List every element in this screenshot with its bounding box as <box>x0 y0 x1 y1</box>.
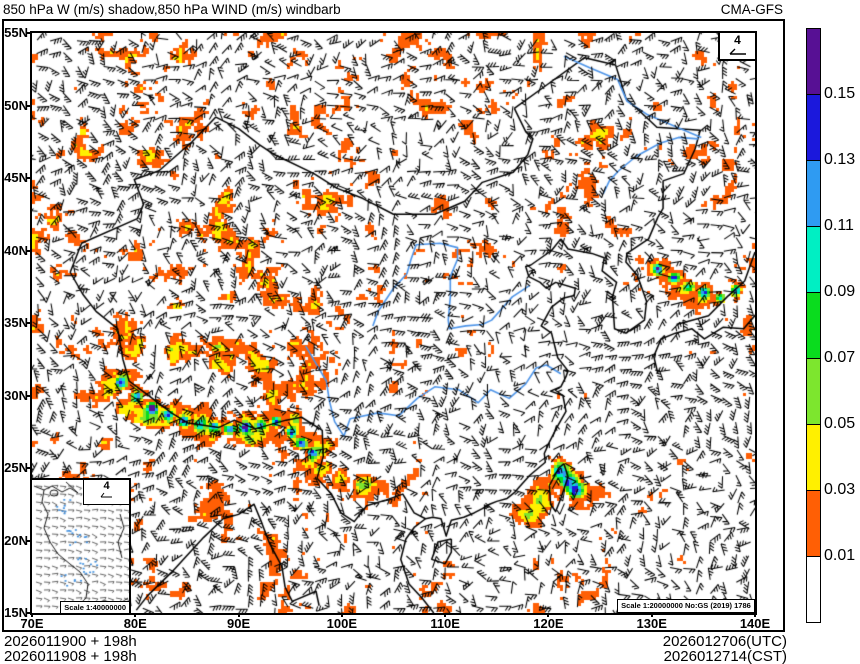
y-axis-label: 35N <box>4 315 28 330</box>
x-tick-mark <box>650 613 653 617</box>
windbarb-legend-value: 4 <box>734 33 741 47</box>
y-tick-mark <box>27 612 31 614</box>
valid-time-utc: 2026012706(UTC) <box>662 633 787 650</box>
colorbar-segment <box>806 292 821 359</box>
plot-outer-frame <box>2 19 785 632</box>
colorbar-tick-label: 0.13 <box>824 151 856 168</box>
y-tick-mark <box>27 394 31 397</box>
south-china-sea-inset: 4 Scale 1:40000000 <box>30 478 131 615</box>
y-tick-mark <box>27 104 31 107</box>
y-tick-mark <box>27 32 31 34</box>
inset-scale-label: Scale 1:40000000 <box>60 601 130 614</box>
colorbar-segment <box>806 556 821 623</box>
colorbar-segment <box>806 490 821 557</box>
x-tick-mark <box>754 613 756 617</box>
y-axis-label: 50N <box>4 97 28 113</box>
colorbar-segment <box>806 424 821 491</box>
y-tick-mark <box>27 249 31 252</box>
x-tick-mark <box>444 613 447 617</box>
y-axis-label: 30N <box>4 387 28 403</box>
colorbar-tick-label: 0.15 <box>824 85 856 102</box>
y-axis-label: 45N <box>4 170 28 185</box>
x-tick-mark <box>547 613 550 617</box>
x-axis-label: 70E <box>20 616 44 631</box>
windbarb-legend-box: 4 <box>718 33 755 61</box>
y-axis-label: 55N <box>4 25 28 40</box>
x-axis-label: 130E <box>636 616 667 631</box>
init-time-cst: 2026011908 + 198h <box>4 648 137 664</box>
inset-windbarb-reference-icon <box>100 492 112 498</box>
y-axis-label: 25N <box>4 460 28 475</box>
model-label: CMA-GFS <box>720 2 783 17</box>
colorbar-segment <box>806 94 821 161</box>
y-axis-label: 20N <box>4 532 28 548</box>
colorbar-tick-label: 0.03 <box>824 481 856 498</box>
y-tick-mark <box>27 322 31 324</box>
x-tick-mark <box>31 613 33 617</box>
x-axis-label: 100E <box>326 616 358 631</box>
init-time-utc: 2026011900 + 198h <box>4 633 137 650</box>
valid-time-cst: 2026012714(CST) <box>663 648 787 664</box>
colorbar-segment <box>806 160 821 227</box>
y-tick-mark <box>27 177 31 179</box>
colorbar-segment <box>806 226 821 293</box>
inset-windbarb-legend-value: 4 <box>103 480 110 492</box>
x-tick-mark <box>237 613 240 617</box>
colorbar-tick-label: 0.11 <box>824 217 854 234</box>
weather-map-canvas <box>32 33 755 613</box>
inset-windbarb-legend-box: 4 <box>83 480 129 505</box>
x-axis-label: 80E <box>123 616 147 631</box>
x-axis-label: 140E <box>739 616 771 631</box>
colorbar-tick-label: 0.07 <box>824 349 856 366</box>
y-axis-label: 15N <box>4 605 28 620</box>
x-axis-label: 90E <box>226 616 251 631</box>
colorbar-tick-label: 0.09 <box>824 283 856 300</box>
y-axis-label: 40N <box>4 242 28 258</box>
chart-title: 850 hPa W (m/s) shadow,850 hPa WIND (m/s… <box>3 2 341 17</box>
x-tick-mark <box>340 613 343 617</box>
map-scale-label: Scale 1:20000000 No:GS (2019) 1786 <box>617 599 755 613</box>
y-tick-mark <box>27 467 31 469</box>
x-axis-label: 120E <box>533 616 564 631</box>
map-area: 4 4 Scale 1:40000000 Scale 1:20000000 No… <box>30 31 757 615</box>
windbarb-reference-icon <box>729 48 746 55</box>
x-axis-label: 110E <box>430 616 460 631</box>
x-tick-mark <box>134 613 137 617</box>
y-tick-mark <box>27 539 31 542</box>
colorbar-tick-label: 0.01 <box>824 547 856 564</box>
colorbar-tick-label: 0.05 <box>824 415 856 432</box>
colorbar-segment <box>806 28 821 95</box>
colorbar-segment <box>806 358 821 425</box>
